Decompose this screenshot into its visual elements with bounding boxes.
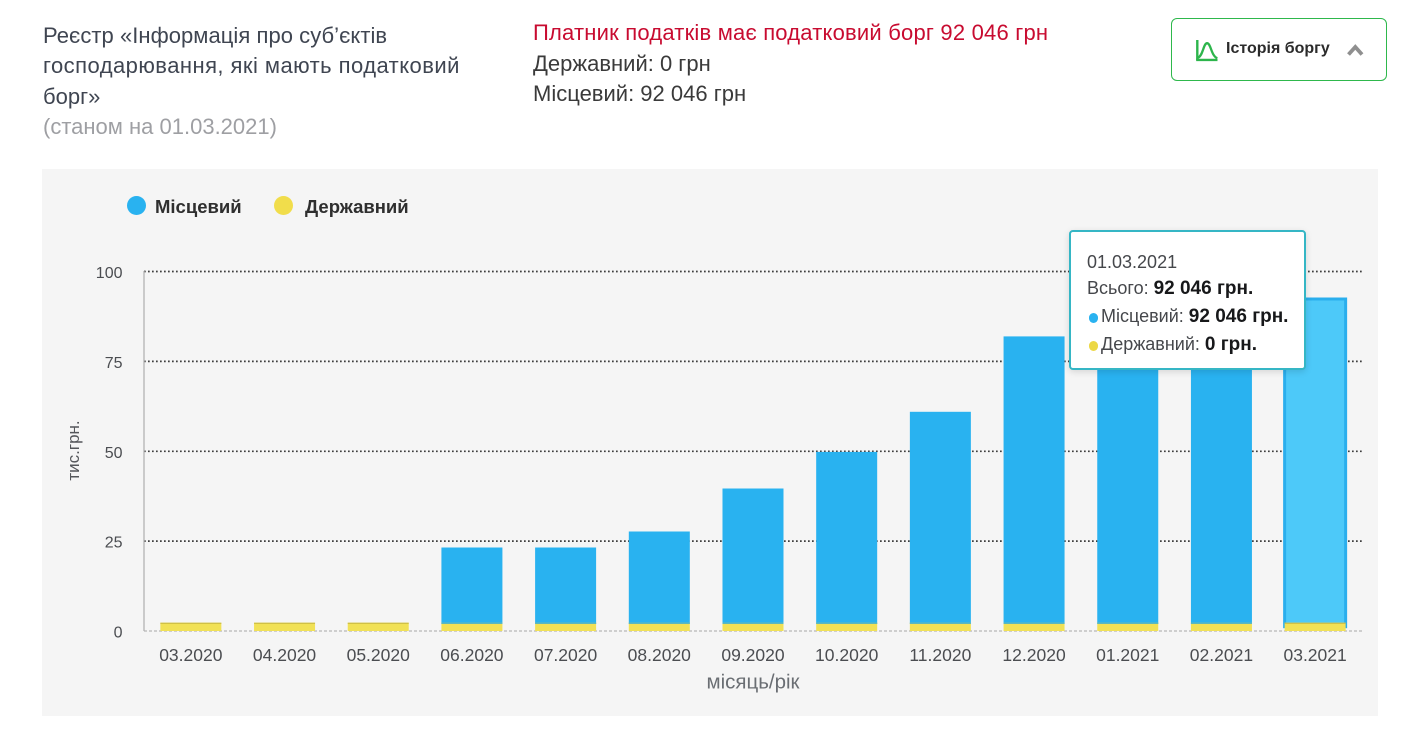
svg-text:09.2020: 09.2020 [721, 645, 785, 665]
svg-text:тис.грн.: тис.грн. [64, 420, 83, 480]
svg-text:11.2020: 11.2020 [909, 645, 971, 665]
svg-text:03.2020: 03.2020 [159, 645, 223, 665]
svg-text:01.2021: 01.2021 [1096, 645, 1159, 665]
svg-text:75: 75 [105, 355, 123, 372]
svg-text:03.2021: 03.2021 [1283, 645, 1346, 665]
svg-text:08.2020: 08.2020 [628, 645, 692, 665]
svg-text:04.2020: 04.2020 [253, 645, 317, 665]
svg-text:0: 0 [114, 624, 123, 641]
svg-text:05.2020: 05.2020 [347, 645, 411, 665]
svg-text:50: 50 [105, 444, 123, 461]
svg-text:12.2020: 12.2020 [1002, 645, 1066, 665]
svg-text:07.2020: 07.2020 [534, 645, 598, 665]
svg-text:25: 25 [105, 534, 123, 551]
svg-text:місяць/рік: місяць/рік [706, 670, 800, 693]
svg-text:10.2020: 10.2020 [815, 645, 879, 665]
svg-text:02.2021: 02.2021 [1190, 645, 1253, 665]
svg-text:06.2020: 06.2020 [440, 645, 504, 665]
svg-text:100: 100 [96, 265, 123, 282]
